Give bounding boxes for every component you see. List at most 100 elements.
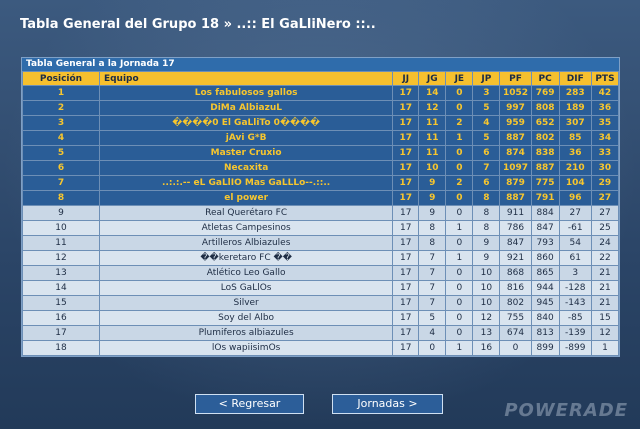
cell-lost: 8 bbox=[472, 220, 501, 236]
cell-difference: 61 bbox=[558, 250, 592, 266]
table-row: 12 ��keretaro FC �� 17 7 1 9 921 860 61 22 bbox=[22, 250, 620, 266]
cell-points-against: 899 bbox=[530, 340, 560, 356]
cell-difference: 27 bbox=[558, 205, 592, 221]
cell-team: Soy del Albo bbox=[98, 310, 394, 326]
cell-played: 17 bbox=[392, 250, 420, 266]
cell-points: 29 bbox=[590, 175, 620, 191]
cell-difference: 3 bbox=[558, 265, 592, 281]
cell-team: Master Cruxio bbox=[98, 145, 394, 161]
standings-table: Posición Equipo JJ JG JE JP PF PC DIF PT… bbox=[22, 71, 620, 356]
cell-points-against: 808 bbox=[530, 100, 560, 116]
cell-played: 17 bbox=[392, 265, 420, 281]
cell-points: 36 bbox=[590, 100, 620, 116]
cell-played: 17 bbox=[392, 310, 420, 326]
cell-position: 16 bbox=[22, 310, 100, 326]
cell-played: 17 bbox=[392, 100, 420, 116]
cell-points-against: 840 bbox=[530, 310, 560, 326]
cell-position: 3 bbox=[22, 115, 100, 131]
cell-drawn: 0 bbox=[445, 325, 474, 341]
cell-points: 12 bbox=[590, 325, 620, 341]
cell-lost: 10 bbox=[472, 265, 501, 281]
cell-lost: 8 bbox=[472, 205, 501, 221]
cell-played: 17 bbox=[392, 160, 420, 176]
cell-position: 5 bbox=[22, 145, 100, 161]
cell-won: 9 bbox=[418, 175, 447, 191]
cell-points-against: 847 bbox=[530, 220, 560, 236]
panel-title: Tabla General a la Jornada 17 bbox=[22, 58, 619, 71]
cell-difference: 85 bbox=[558, 130, 592, 146]
cell-won: 9 bbox=[418, 205, 447, 221]
cell-played: 17 bbox=[392, 325, 420, 341]
cell-points-against: 775 bbox=[530, 175, 560, 191]
column-header-team: Equipo bbox=[98, 71, 394, 86]
table-row: 1 Los fabulosos gallos 17 14 0 3 1052 769 283 42 bbox=[22, 85, 620, 101]
table-row: 16 Soy del Albo 17 5 0 12 755 840 -85 15 bbox=[22, 310, 620, 326]
cell-points-against: 791 bbox=[530, 190, 560, 206]
cell-played: 17 bbox=[392, 205, 420, 221]
cell-lost: 5 bbox=[472, 130, 501, 146]
cell-team: Atlético Leo Gallo bbox=[98, 265, 394, 281]
cell-points-against: 813 bbox=[530, 325, 560, 341]
column-header-difference: DIF bbox=[558, 71, 592, 86]
cell-lost: 9 bbox=[472, 235, 501, 251]
cell-points: 21 bbox=[590, 295, 620, 311]
cell-points: 27 bbox=[590, 190, 620, 206]
cell-difference: 189 bbox=[558, 100, 592, 116]
standings-body: 1 Los fabulosos gallos 17 14 0 3 1052 769 283 42 2… bbox=[22, 85, 620, 356]
cell-points-for: 802 bbox=[499, 295, 532, 311]
cell-points-against: 860 bbox=[530, 250, 560, 266]
cell-lost: 3 bbox=[472, 85, 501, 101]
cell-team: el power bbox=[98, 190, 394, 206]
cell-team: Real Querétaro FC bbox=[98, 205, 394, 221]
cell-team: Atletas Campesinos bbox=[98, 220, 394, 236]
cell-drawn: 0 bbox=[445, 85, 474, 101]
cell-won: 0 bbox=[418, 340, 447, 356]
cell-team: Necaxita bbox=[98, 160, 394, 176]
cell-won: 11 bbox=[418, 130, 447, 146]
table-row: 6 Necaxita 17 10 0 7 1097 887 210 30 bbox=[22, 160, 620, 176]
cell-position: 13 bbox=[22, 265, 100, 281]
cell-drawn: 0 bbox=[445, 100, 474, 116]
cell-position: 1 bbox=[22, 85, 100, 101]
cell-position: 4 bbox=[22, 130, 100, 146]
cell-played: 17 bbox=[392, 175, 420, 191]
cell-points-against: 884 bbox=[530, 205, 560, 221]
cell-points-for: 755 bbox=[499, 310, 532, 326]
cell-points-for: 816 bbox=[499, 280, 532, 296]
rounds-button[interactable]: Jornadas > bbox=[332, 394, 443, 414]
cell-difference: 307 bbox=[558, 115, 592, 131]
cell-lost: 6 bbox=[472, 175, 501, 191]
cell-team: Los fabulosos gallos bbox=[98, 85, 394, 101]
cell-team: LoS GaLlOs bbox=[98, 280, 394, 296]
cell-drawn: 1 bbox=[445, 340, 474, 356]
cell-drawn: 2 bbox=[445, 175, 474, 191]
cell-points: 21 bbox=[590, 265, 620, 281]
column-header-points: PTS bbox=[590, 71, 620, 86]
cell-team: ��keretaro FC �� bbox=[98, 250, 394, 266]
table-row: 5 Master Cruxio 17 11 0 6 874 838 36 33 bbox=[22, 145, 620, 161]
brand-watermark: POWERADE bbox=[504, 400, 628, 421]
table-row: 10 Atletas Campesinos 17 8 1 8 786 847 -61 25 bbox=[22, 220, 620, 236]
cell-points-against: 945 bbox=[530, 295, 560, 311]
cell-drawn: 0 bbox=[445, 205, 474, 221]
cell-drawn: 0 bbox=[445, 265, 474, 281]
cell-points-for: 874 bbox=[499, 145, 532, 161]
cell-played: 17 bbox=[392, 280, 420, 296]
cell-lost: 10 bbox=[472, 280, 501, 296]
cell-points: 35 bbox=[590, 115, 620, 131]
cell-position: 6 bbox=[22, 160, 100, 176]
cell-points: 1 bbox=[590, 340, 620, 356]
cell-position: 12 bbox=[22, 250, 100, 266]
cell-position: 11 bbox=[22, 235, 100, 251]
back-button[interactable]: < Regresar bbox=[195, 394, 304, 414]
cell-team: Plumiferos albiazules bbox=[98, 325, 394, 341]
cell-lost: 12 bbox=[472, 310, 501, 326]
cell-lost: 7 bbox=[472, 160, 501, 176]
page-title: Tabla General del Grupo 18 » ..:: El GaL… bbox=[20, 17, 376, 32]
cell-position: 14 bbox=[22, 280, 100, 296]
cell-points: 30 bbox=[590, 160, 620, 176]
cell-points-for: 959 bbox=[499, 115, 532, 131]
cell-drawn: 0 bbox=[445, 295, 474, 311]
cell-difference: 210 bbox=[558, 160, 592, 176]
table-row: 13 Atlético Leo Gallo 17 7 0 10 868 865 3 21 bbox=[22, 265, 620, 281]
